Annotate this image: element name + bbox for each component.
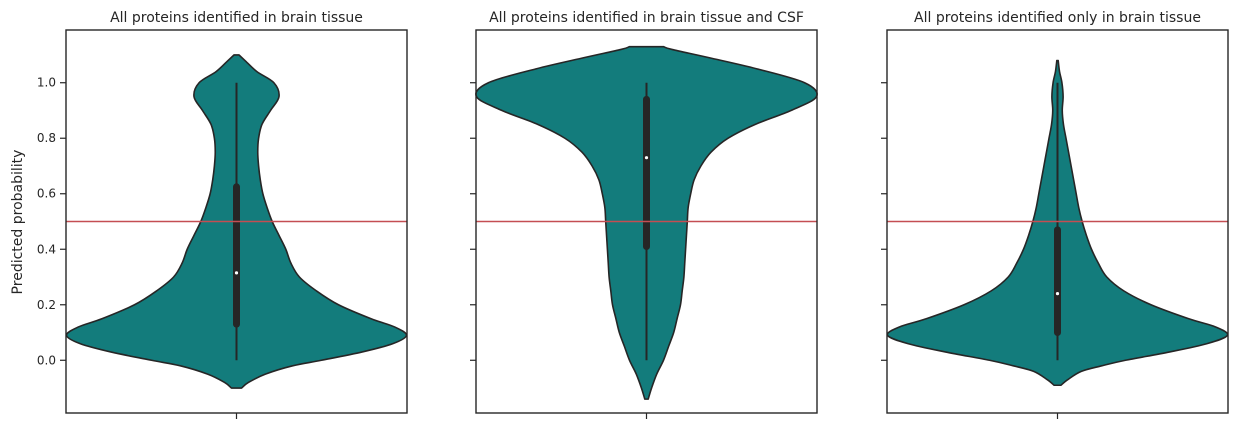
panel-1: All proteins identified in brain tissue 0… (37, 10, 408, 419)
y-axis-label: Predicted probability (10, 150, 26, 295)
panel-title: All proteins identified in brain tissue (110, 10, 363, 26)
panel-3: All proteins identified only in brain ti… (881, 10, 1229, 419)
panels: All proteins identified in brain tissue 0… (37, 10, 1229, 419)
panel-title: All proteins identified only in brain ti… (914, 10, 1201, 26)
y-tick-label: 0.8 (37, 131, 56, 145)
panel-2: All proteins identified in brain tissue … (470, 10, 818, 419)
y-tick-label: 0.4 (37, 242, 56, 256)
y-tick-label: 0.2 (37, 298, 56, 312)
median-dot (1055, 292, 1060, 296)
panel-title: All proteins identified in brain tissue … (489, 10, 804, 26)
median-dot (234, 271, 239, 275)
y-tick-label: 1.0 (37, 76, 56, 90)
median-dot (644, 156, 649, 160)
y-tick-label: 0.6 (37, 187, 56, 201)
y-tick-label: 0.0 (37, 353, 56, 367)
